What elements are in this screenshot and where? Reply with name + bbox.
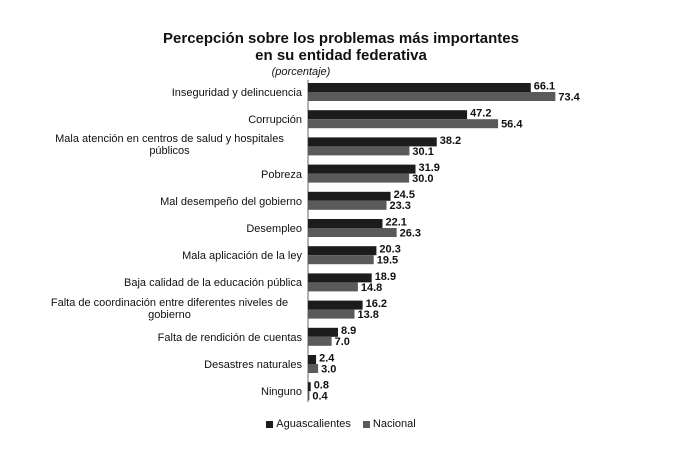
bar (308, 327, 338, 337)
category-label: Desastres naturales (204, 359, 302, 371)
value-label: 26.3 (400, 227, 421, 239)
bar (308, 119, 499, 129)
legend-label: Aguascalientes (276, 418, 351, 430)
category-label-box: Inseguridad y delincuencia (22, 83, 302, 101)
bar (308, 273, 372, 283)
legend-swatch (266, 420, 274, 428)
value-label: 38.2 (440, 135, 461, 147)
category-label: Baja calidad de la educación pública (124, 277, 302, 290)
bar (308, 382, 311, 392)
value-label: 19.5 (377, 255, 398, 267)
legend-label: Nacional (372, 418, 416, 430)
category-label-box: Corrupción (22, 110, 302, 128)
value-label: 22.1 (385, 216, 406, 228)
value-label: 66.1 (534, 80, 555, 92)
category-label: Inseguridad y delincuencia (171, 87, 302, 99)
value-label: 8.9 (341, 325, 356, 337)
value-label: 16.2 (366, 298, 387, 310)
bar (308, 164, 416, 174)
bar (308, 173, 410, 183)
bar (308, 200, 387, 210)
bar (308, 300, 363, 310)
value-label: 20.3 (379, 244, 400, 256)
bar (308, 391, 310, 401)
category-label-box: Baja calidad de la educación pública (22, 273, 302, 291)
legend-item: Nacional (362, 418, 416, 430)
value-label: 24.5 (394, 189, 415, 201)
bar (308, 282, 358, 292)
category-label: Pobreza (261, 168, 302, 181)
chart-title: en su entidad federativa (255, 47, 427, 64)
value-label: 0.8 (314, 380, 329, 392)
bar (308, 110, 468, 120)
category-label: Mal desempeño del gobierno (160, 195, 302, 208)
category-label: Falta de coordinación entre diferentes n… (50, 296, 289, 321)
legend-item: Aguascalientes (266, 418, 351, 430)
category-label-box: Desastres naturales (22, 355, 302, 373)
bar (308, 336, 332, 346)
category-label: Mala atención en centros de salud y hosp… (55, 133, 284, 158)
bar (308, 191, 391, 201)
value-label: 13.8 (358, 309, 379, 321)
value-label: 31.9 (419, 162, 440, 174)
value-label: 23.3 (390, 200, 411, 212)
bar (308, 219, 383, 228)
bar (308, 228, 397, 237)
value-label: 2.4 (319, 352, 335, 364)
category-label-box: Falta de coordinación entre diferentes n… (22, 297, 302, 323)
category-label-box: Mal desempeño del gobierno (22, 192, 302, 210)
value-label: 47.2 (470, 108, 491, 120)
category-label-box: Mala atención en centros de salud y hosp… (22, 133, 302, 159)
category-label: Corrupción (248, 114, 302, 127)
bar (308, 355, 317, 364)
category-label-box: Desempleo (22, 219, 302, 237)
category-label: Ninguno (261, 386, 302, 399)
category-label: Falta de rendición de cuentas (157, 331, 302, 344)
value-label: 3.0 (321, 363, 336, 375)
value-label: 56.4 (501, 119, 523, 131)
legend-swatch (362, 420, 370, 428)
value-label: 73.4 (558, 91, 580, 103)
value-label: 0.4 (312, 391, 328, 403)
chart-title: Percepción sobre los problemas más impor… (163, 30, 519, 47)
chart-subtitle: (porcentaje) (271, 66, 331, 78)
category-label: Mala aplicación de la ley (182, 250, 302, 263)
value-label: 18.9 (375, 271, 396, 283)
value-label: 14.8 (361, 282, 382, 294)
bar (308, 137, 437, 147)
bar (308, 83, 531, 92)
bar (308, 255, 374, 265)
category-label: Desempleo (246, 223, 302, 235)
bar (308, 364, 319, 373)
category-label-box: Mala aplicación de la ley (22, 246, 302, 264)
value-label: 7.0 (335, 336, 350, 348)
category-label-box: Ninguno (22, 382, 302, 400)
value-label: 30.1 (412, 146, 433, 158)
category-label-box: Pobreza (22, 165, 302, 183)
bar (308, 246, 377, 256)
value-label: 30.0 (412, 173, 433, 185)
category-label-box: Falta de rendición de cuentas (22, 328, 302, 346)
bar (308, 92, 556, 101)
bar (308, 146, 410, 156)
legend: Aguascalientes Nacional (0, 418, 682, 430)
bar (308, 309, 355, 319)
